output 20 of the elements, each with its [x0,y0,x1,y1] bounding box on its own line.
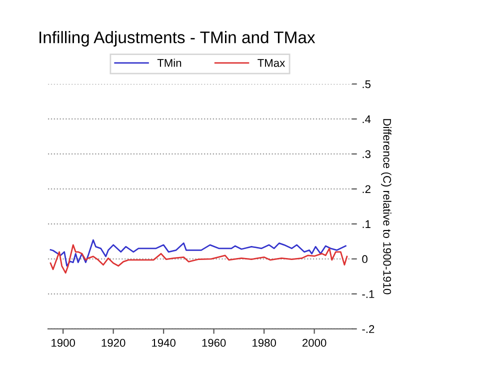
line-series [50,239,346,267]
x-tick-label: 1960 [202,338,226,347]
y-tick-label: .4 [362,115,371,124]
y-tick-label: 0 [362,255,368,264]
y-tick-label: .1 [362,220,370,228]
legend-label: TMax [258,59,286,67]
y-tick-label: .5 [362,80,371,88]
y-tick-label: -.2 [362,325,374,333]
y-tick-label: .2 [362,185,370,193]
x-tick-label: 1940 [152,338,176,347]
y-tick-label: .3 [362,150,370,158]
y-axis-title: Difference (C) relative to 1900-1910 [381,119,392,294]
chart-title: Infilling Adjustments - TMin and TMax [40,31,316,47]
x-tick-label: 1900 [52,338,75,347]
x-tick-label: 1920 [102,338,126,347]
x-tick-label: 1980 [252,338,276,347]
y-tick-label: -.1 [362,290,374,298]
line-series [50,244,348,274]
legend-label: TMin [157,58,182,67]
x-tick-label: 2000 [302,338,326,347]
